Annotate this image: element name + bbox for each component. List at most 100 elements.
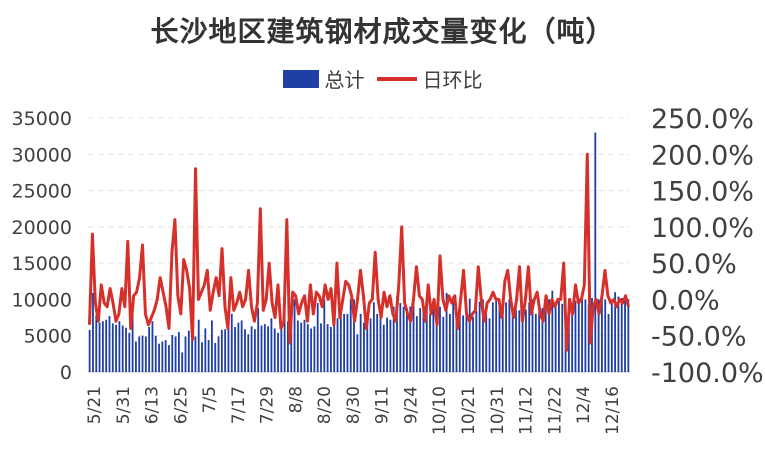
x-axis-tick-label: 9/11 [373,386,393,424]
bar-total [491,302,494,372]
bar-total [359,313,362,372]
bar-total [164,340,167,372]
bar-total [260,325,263,372]
bar-total [425,303,428,372]
bar-total [115,324,118,372]
bar-total [561,303,564,372]
bar-total [511,308,514,372]
left-axis-tick-label: 30000 [12,144,72,166]
bar-total [128,332,131,372]
bar-total [339,310,342,372]
bar-total [521,305,524,372]
bar-total [399,303,402,372]
bar-total [346,313,349,372]
bar-total [154,335,157,372]
x-axis-tick-label: 10/10 [430,386,450,435]
bar-total [475,311,478,372]
bar-total [217,336,220,372]
bar-total [349,299,352,372]
bar-total [452,296,455,372]
bar-total [171,334,174,372]
legend-item-total: 总计 [282,64,365,93]
bar-total [105,319,108,372]
x-axis-tick-label: 8/8 [286,386,306,413]
x-axis-tick-label: 11/12 [517,386,537,435]
x-axis-tick-label: 11/22 [545,386,565,435]
bar-total [396,295,398,372]
bar-total [465,308,468,372]
bar-total [574,300,577,372]
x-axis-tick-label: 5/31 [114,386,134,424]
bar-total [287,321,289,372]
bar-total [283,316,286,372]
bar-total [558,300,560,372]
bar-total [389,319,392,372]
bar-total [422,305,425,372]
x-axis-tick-label: 8/20 [315,386,335,424]
x-axis-tick-label: 8/30 [344,386,364,424]
bar-total [277,332,279,372]
bar-total [184,336,187,372]
bar-total [577,297,580,372]
bar-total [528,302,531,372]
bar-total [478,301,481,372]
bar-total [290,324,293,372]
bar-total [326,324,329,372]
x-axis-tick-label: 7/17 [229,386,249,424]
bar-total [224,329,227,372]
x-axis-tick-label: 5/21 [85,386,105,424]
bar-total [204,328,207,372]
bar-total [551,290,554,372]
bar-total [111,323,114,372]
bar-total [406,308,408,372]
bar-total [187,330,190,372]
x-axis-tick-label: 10/31 [488,386,508,435]
right-axis-tick-label: -50.0% [651,322,747,353]
bar-total [323,299,326,372]
bar-total [548,299,550,372]
x-axis-tick-label: 7/5 [200,386,220,413]
bar-total [191,324,194,372]
bar-total [131,306,134,372]
left-axis-tick-label: 20000 [12,217,72,239]
legend-swatch-bar [282,69,319,88]
bar-total [462,315,465,372]
bar-total [267,326,270,372]
bar-total [353,299,355,372]
bar-total [92,292,94,372]
bar-total [627,299,630,372]
bar-total [495,300,498,372]
bar-total [98,322,101,372]
bar-total [306,324,309,372]
bar-total [207,340,210,372]
bar-total [138,336,141,372]
bar-total [508,299,511,372]
left-axis-tick-label: 25000 [12,181,72,203]
bar-total [485,313,488,372]
bar-total [617,296,620,372]
bar-total [448,313,451,372]
bar-total [181,352,184,372]
right-axis-tick-label: 200.0% [651,140,754,171]
bar-total [101,321,104,372]
left-axis-tick-label: 15000 [12,253,72,275]
bar-total [386,317,389,372]
bar-total [356,334,359,372]
right-axis-tick-label: 100.0% [651,213,754,244]
bar-total [610,299,613,372]
bar-total [604,299,607,372]
bar-total [534,313,537,372]
legend-label-daily-change: 日环比 [422,68,483,92]
chart-legend: 总计 日环比 [0,64,765,93]
x-axis-tick-label: 9/24 [402,386,422,424]
x-axis-tick-label: 10/21 [459,386,479,435]
bar-total [402,306,405,372]
bar-total [197,319,200,372]
left-axis-tick-label: 5000 [24,326,72,348]
chart-title: 长沙地区建筑钢材成交量变化（吨） [150,15,615,48]
bar-total [201,342,203,372]
left-axis-tick-label: 0 [60,362,72,384]
bar-total [194,336,197,372]
right-axis-tick-label: -100.0% [651,358,764,389]
bar-total [538,312,541,372]
